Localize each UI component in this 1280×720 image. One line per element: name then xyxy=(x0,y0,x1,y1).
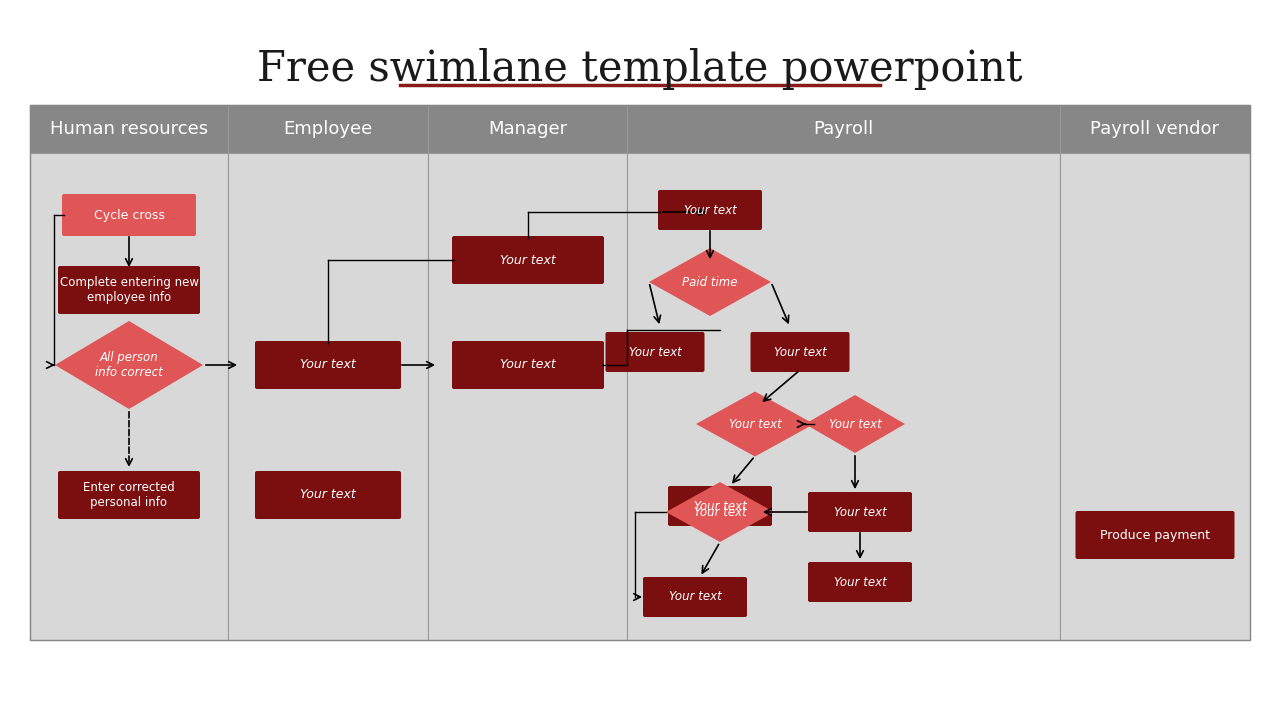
Text: Your text: Your text xyxy=(773,346,827,359)
Text: Free swimlane template powerpoint: Free swimlane template powerpoint xyxy=(257,48,1023,90)
FancyBboxPatch shape xyxy=(750,332,850,372)
Text: Paid time: Paid time xyxy=(682,276,737,289)
Bar xyxy=(228,105,428,153)
Bar xyxy=(29,105,228,153)
Text: Human resources: Human resources xyxy=(50,120,209,138)
Polygon shape xyxy=(55,321,204,409)
Text: Payroll vendor: Payroll vendor xyxy=(1091,120,1220,138)
Text: Your text: Your text xyxy=(668,590,722,603)
Bar xyxy=(29,105,228,640)
Bar xyxy=(1060,105,1251,640)
Bar xyxy=(627,105,1060,640)
Bar xyxy=(29,105,1251,640)
Polygon shape xyxy=(696,392,814,456)
Text: Employee: Employee xyxy=(283,120,372,138)
Text: All person
info correct: All person info correct xyxy=(95,351,163,379)
Text: Your text: Your text xyxy=(694,500,746,513)
Text: Enter corrected
personal info: Enter corrected personal info xyxy=(83,481,175,509)
FancyBboxPatch shape xyxy=(58,471,200,519)
FancyBboxPatch shape xyxy=(255,341,401,389)
Text: Your text: Your text xyxy=(694,505,746,518)
Text: Your text: Your text xyxy=(684,204,736,217)
Text: Your text: Your text xyxy=(728,418,781,431)
FancyBboxPatch shape xyxy=(452,341,604,389)
Text: Your text: Your text xyxy=(300,488,356,502)
Text: Manager: Manager xyxy=(488,120,567,138)
Text: Your text: Your text xyxy=(500,253,556,266)
Polygon shape xyxy=(649,248,771,316)
Text: Your text: Your text xyxy=(300,359,356,372)
FancyBboxPatch shape xyxy=(452,236,604,284)
Polygon shape xyxy=(805,395,905,453)
Text: Produce payment: Produce payment xyxy=(1100,528,1210,541)
FancyBboxPatch shape xyxy=(605,332,704,372)
Text: Payroll: Payroll xyxy=(813,120,874,138)
Text: Your text: Your text xyxy=(833,575,886,588)
FancyBboxPatch shape xyxy=(808,562,911,602)
FancyBboxPatch shape xyxy=(58,266,200,314)
FancyBboxPatch shape xyxy=(808,492,911,532)
Text: Complete entering new
employee info: Complete entering new employee info xyxy=(59,276,198,304)
Text: Cycle cross: Cycle cross xyxy=(93,209,164,222)
Bar xyxy=(228,105,428,640)
FancyBboxPatch shape xyxy=(1075,511,1234,559)
FancyBboxPatch shape xyxy=(643,577,748,617)
Text: Your text: Your text xyxy=(828,418,882,431)
Bar xyxy=(428,105,627,640)
FancyBboxPatch shape xyxy=(255,471,401,519)
FancyBboxPatch shape xyxy=(668,486,772,526)
FancyBboxPatch shape xyxy=(61,194,196,236)
Text: Your text: Your text xyxy=(833,505,886,518)
Bar xyxy=(428,105,627,153)
Polygon shape xyxy=(666,482,774,542)
Bar xyxy=(627,105,1060,153)
Text: Your text: Your text xyxy=(500,359,556,372)
Text: Your text: Your text xyxy=(628,346,681,359)
FancyBboxPatch shape xyxy=(658,190,762,230)
Bar xyxy=(1060,105,1251,153)
